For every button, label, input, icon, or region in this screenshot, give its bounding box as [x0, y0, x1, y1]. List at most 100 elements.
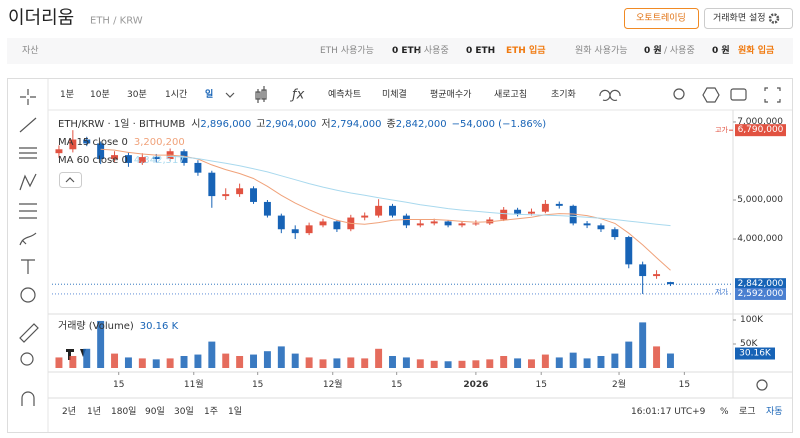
zoom-tool[interactable]: [20, 352, 34, 366]
ohlc-value: 2,842,000: [396, 119, 447, 130]
x-tick-label: 15: [391, 380, 402, 390]
scale-option[interactable]: 로그: [739, 407, 756, 417]
interval-button[interactable]: 일: [205, 88, 213, 100]
x-tick-label: 15: [252, 380, 263, 390]
volume-bar: [83, 348, 91, 368]
text-tool[interactable]: [21, 259, 35, 274]
price-box: [735, 287, 786, 300]
volume-bar: [180, 355, 188, 368]
volume-bar: [111, 353, 119, 368]
fullscreen-icon[interactable]: [764, 87, 781, 103]
indicator-icon[interactable]: ƒx: [289, 88, 305, 103]
ohlc-key: 고: [256, 119, 265, 130]
volume-bar: [611, 353, 619, 368]
candle-body: [430, 221, 438, 224]
undo-redo[interactable]: [599, 89, 621, 101]
change: −54,000 (−1.86%): [452, 119, 547, 130]
candle-body: [639, 264, 647, 277]
candle-body: [152, 157, 160, 160]
price-label: 2,842,000: [738, 279, 784, 289]
candle-body: [375, 205, 383, 216]
candle-body: [402, 215, 410, 226]
volume-bar: [208, 341, 216, 368]
interval-button[interactable]: 10분: [90, 89, 110, 100]
volume-bar: [166, 358, 174, 368]
volume-bar: [319, 359, 327, 368]
candle-body: [124, 155, 132, 163]
fib-tool[interactable]: [19, 203, 37, 219]
volume-bar: [416, 359, 424, 368]
magnet-tool[interactable]: [21, 391, 35, 406]
interval-button[interactable]: 30분: [127, 89, 147, 100]
collapse-icon[interactable]: [65, 177, 75, 183]
ma-legend: MA 60 close 0 4,342,517: [58, 155, 185, 166]
balance-item: / 사용중: [664, 45, 695, 56]
chart-type[interactable]: [255, 86, 267, 103]
tool-button[interactable]: 미체결: [382, 89, 407, 100]
collapse-button[interactable]: [59, 172, 82, 188]
price-box: [735, 124, 786, 137]
volume-bar: [528, 359, 535, 368]
scale-option[interactable]: %: [720, 407, 729, 417]
x-tick-label: 15: [679, 380, 690, 390]
candle-body: [263, 201, 271, 216]
auto-trading-button[interactable]: [624, 8, 699, 29]
ma-line: [170, 155, 671, 227]
line-tool[interactable]: [19, 117, 37, 133]
axis-settings[interactable]: [756, 379, 768, 391]
camera-icon[interactable]: [730, 88, 747, 101]
interval-button[interactable]: 1분: [60, 89, 74, 100]
emoji-tool[interactable]: [20, 287, 36, 303]
interval-button[interactable]: 1시간: [165, 89, 187, 100]
y-tick-label: 7,000,000: [737, 117, 783, 127]
settings-button[interactable]: [704, 8, 793, 29]
volume-bar: [389, 355, 396, 368]
range-button[interactable]: 30일: [174, 406, 194, 417]
range-button[interactable]: 1년: [87, 406, 101, 417]
balance-item: / 사용중: [418, 45, 449, 56]
price-tag: 고가: [715, 125, 728, 134]
ruler-tool[interactable]: [19, 323, 39, 343]
range-button[interactable]: 2년: [62, 406, 76, 417]
volume-bar: [138, 358, 146, 368]
y-tick-label: 5,000,000: [737, 195, 783, 205]
brush-tool[interactable]: [19, 232, 37, 246]
range-button[interactable]: 180일: [111, 406, 136, 417]
price-box: [735, 278, 786, 291]
y-tick-label: 4,000,000: [737, 234, 783, 244]
crosshair-tool[interactable]: [20, 89, 36, 105]
channel-tool[interactable]: [19, 147, 37, 159]
pattern-tool[interactable]: [19, 173, 37, 191]
balance-item: 원화 입금: [738, 44, 775, 56]
range-button[interactable]: 1주: [204, 406, 218, 417]
volume-bar: [291, 353, 299, 368]
chart-frame: [7, 78, 793, 433]
y-tick-label: 100K: [740, 315, 764, 325]
ma-value: 4,342,517: [134, 155, 185, 166]
button-label[interactable]: 거래화면 설정: [713, 13, 766, 24]
ohlc-key: 시: [191, 118, 200, 130]
scale-option[interactable]: 자동: [766, 406, 783, 417]
zoom-icon[interactable]: [673, 88, 685, 100]
range-button[interactable]: 1일: [228, 406, 242, 417]
pair: ETH / KRW: [90, 16, 143, 27]
tool-button[interactable]: 예측차트: [328, 88, 361, 100]
volume-bar: [236, 355, 244, 368]
candle-body: [305, 225, 313, 234]
tool-button[interactable]: 평균매수가: [430, 89, 471, 100]
tool-button[interactable]: 초기화: [551, 89, 576, 100]
shape-icon[interactable]: [702, 87, 720, 103]
candle-body: [611, 229, 619, 238]
candle-body: [653, 274, 661, 277]
candle-body: [83, 139, 91, 144]
range-button[interactable]: 90일: [145, 406, 165, 417]
symbol: ETH/KRW · 1일 · BITHUMB: [58, 118, 185, 130]
volume-bar: [55, 357, 63, 368]
button-label[interactable]: 오토트레이딩: [636, 13, 686, 24]
tool-button[interactable]: 새로고침: [494, 89, 527, 100]
candle-body: [333, 221, 341, 230]
volume-bar: [347, 357, 355, 368]
dropdown[interactable]: [225, 92, 235, 98]
volume-bar: [333, 358, 341, 368]
